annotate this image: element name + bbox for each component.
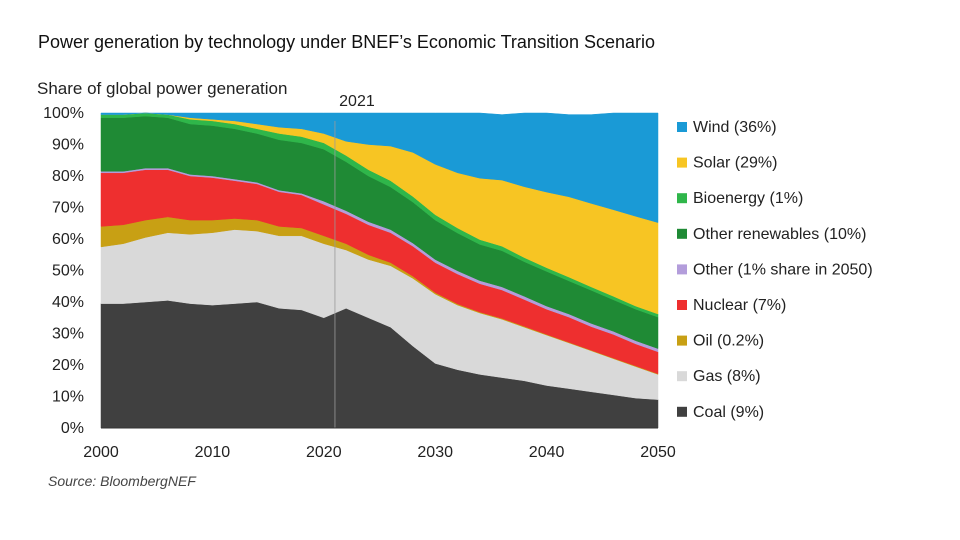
legend-swatch-oil [677, 335, 687, 346]
source-note: Source: BloombergNEF [48, 473, 196, 489]
y-tick-label: 30% [52, 326, 84, 343]
x-tick-label: 2030 [417, 444, 453, 461]
legend-label-solar: Solar (29%) [693, 155, 777, 172]
marker-label-2021: 2021 [339, 93, 375, 110]
axes-layer: 2021 0% 10% 20% 30% 40% 50% 60% 70% 80% 90% 100% 200… [43, 93, 676, 461]
y-tick-label: 20% [52, 357, 84, 374]
legend-label-oil: Oil (0.2%) [693, 333, 764, 350]
y-tick-label: 100% [43, 105, 84, 122]
y-tick-label: 80% [52, 168, 84, 185]
y-tick-label: 40% [52, 294, 84, 311]
chart-title: Power generation by technology under BNE… [38, 32, 656, 52]
y-tick-label: 10% [52, 389, 84, 406]
legend-swatch-solar [677, 157, 687, 168]
legend-swatch-bioenergy [677, 193, 687, 204]
legend: Wind (36%) Solar (29%) Bioenergy (1%) Other… [677, 119, 873, 421]
legend-swatch-other [677, 264, 687, 275]
x-tick-label: 2010 [195, 444, 231, 461]
legend-label-wind: Wind (36%) [693, 119, 777, 136]
legend-label-bioenergy: Bioenergy (1%) [693, 190, 803, 207]
legend-swatch-wind [677, 122, 687, 132]
legend-swatch-other-renewables [677, 228, 687, 239]
y-tick-label: 60% [52, 231, 84, 248]
x-tick-label: 2040 [529, 444, 565, 461]
legend-swatch-coal [677, 406, 687, 417]
x-tick-label: 2000 [83, 444, 119, 461]
y-tick-label: 90% [52, 137, 84, 154]
legend-swatch-gas [677, 371, 687, 382]
legend-label-coal: Coal (9%) [693, 404, 764, 421]
y-tick-label: 70% [52, 200, 84, 217]
y-tick-label: 0% [61, 420, 84, 437]
legend-swatch-nuclear [677, 300, 687, 310]
legend-label-other: Other (1% share in 2050) [693, 261, 873, 278]
legend-label-gas: Gas (8%) [693, 368, 761, 385]
area-wind [100, 112, 659, 223]
area-layer [100, 112, 659, 429]
x-tick-label: 2050 [640, 444, 676, 461]
legend-label-nuclear: Nuclear (7%) [693, 297, 786, 314]
x-tick-label: 2020 [306, 444, 342, 461]
y-axis-label: Share of global power generation [37, 79, 288, 98]
y-tick-label: 50% [52, 263, 84, 280]
legend-label-other-renewables: Other renewables (10%) [693, 226, 866, 243]
